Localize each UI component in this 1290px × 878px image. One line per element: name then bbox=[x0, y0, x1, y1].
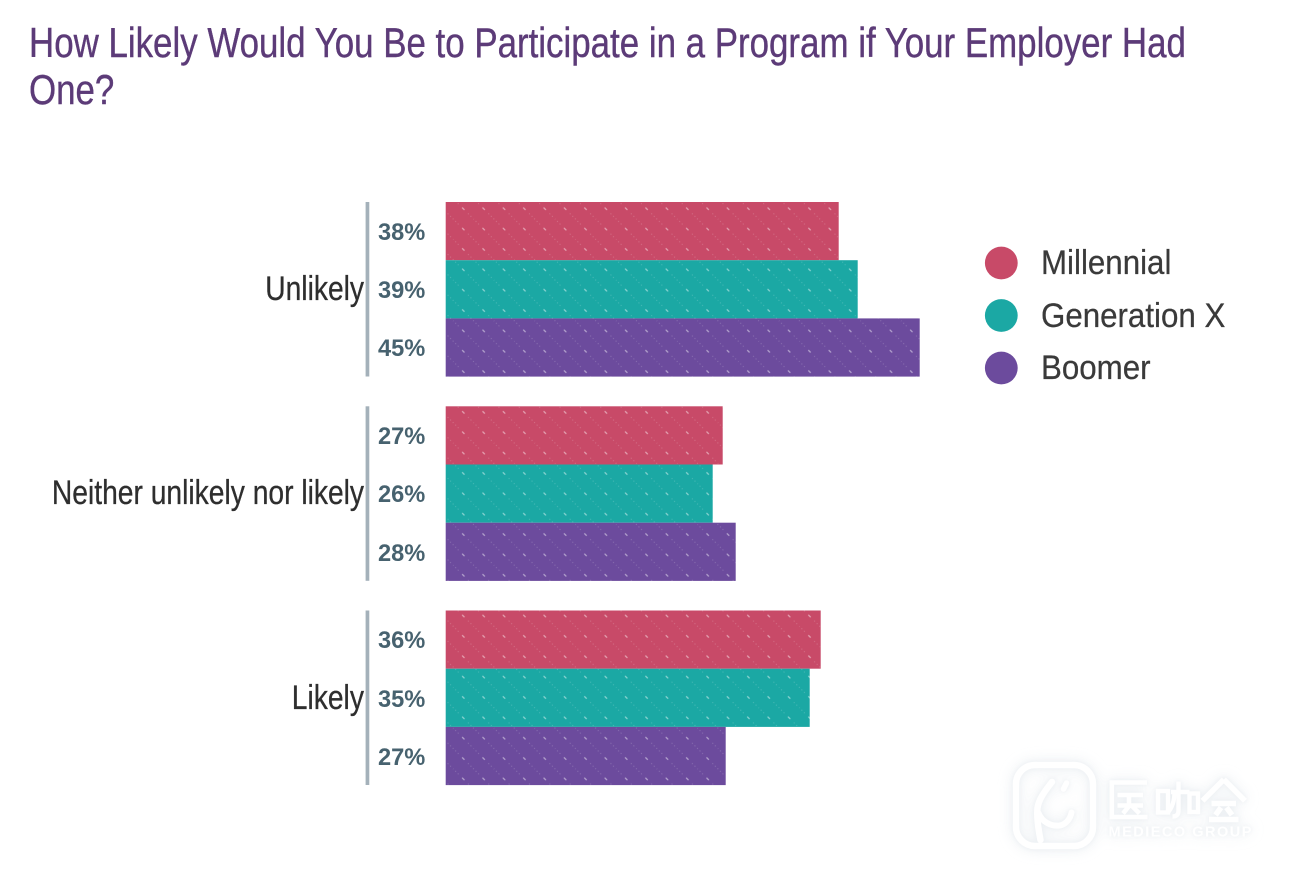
svg-text:MEDIECO GROUP: MEDIECO GROUP bbox=[1109, 825, 1253, 841]
svg-text:MEDIECO GROUP: MEDIECO GROUP bbox=[1109, 825, 1253, 841]
svg-text:MEDIECO GROUP: MEDIECO GROUP bbox=[1109, 825, 1253, 841]
